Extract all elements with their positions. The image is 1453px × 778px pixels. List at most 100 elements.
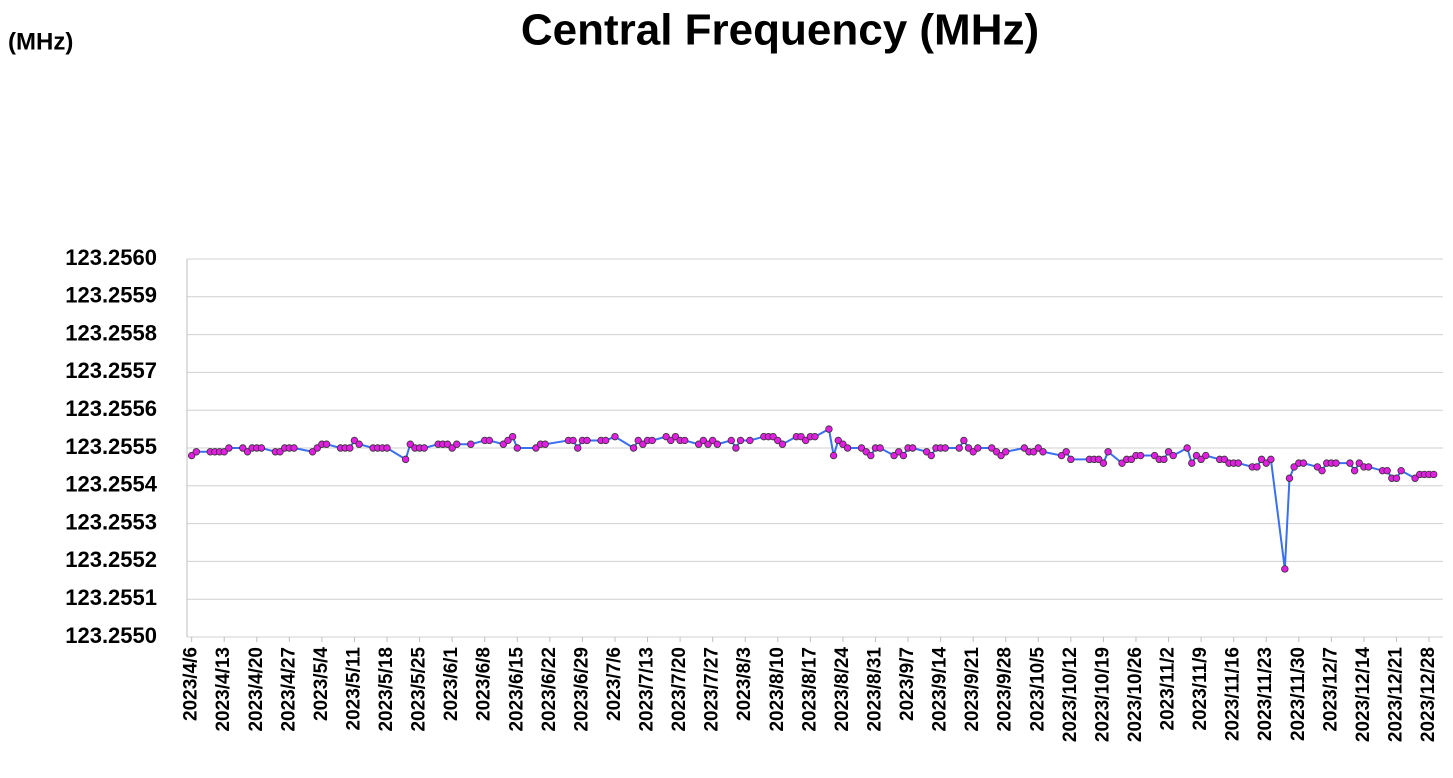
data-point (713, 440, 722, 448)
data-point (1104, 448, 1112, 456)
data-point (1183, 444, 1191, 452)
x-tick-label: 2023/8/31 (864, 647, 885, 732)
data-point (322, 440, 331, 448)
data-point (1202, 451, 1210, 460)
data-point (876, 444, 884, 452)
x-tick-label: 2023/5/18 (376, 647, 397, 732)
x-tick-label: 2023/10/12 (1060, 647, 1081, 742)
data-point (611, 432, 619, 441)
data-point (1350, 466, 1359, 475)
data-point (569, 436, 577, 445)
y-tick-label: 123.2560 (65, 245, 157, 270)
data-point (1160, 455, 1168, 464)
data-point (467, 440, 475, 448)
x-tick-label: 2023/6/15 (506, 647, 527, 732)
x-tick-label: 2023/10/19 (1092, 647, 1113, 742)
data-point (736, 436, 745, 445)
x-tick-label: 2023/12/7 (1320, 647, 1341, 732)
x-tick-label: 2023/11/9 (1190, 647, 1211, 730)
data-point (513, 444, 521, 452)
data-point (1136, 451, 1145, 460)
data-point (574, 444, 582, 452)
x-tick-label: 2023/4/13 (213, 647, 234, 732)
x-tick-label: 2023/9/28 (995, 647, 1016, 732)
x-tick-label: 2023/8/24 (832, 647, 853, 732)
data-point (727, 436, 735, 445)
y-tick-label: 123.2559 (65, 283, 157, 308)
y-tick-label: 123.2551 (65, 585, 157, 610)
data-point (583, 436, 591, 445)
x-tick-label: 2023/11/16 (1223, 647, 1244, 741)
data-point (955, 444, 963, 452)
x-tick-label: 2023/4/27 (278, 647, 299, 732)
data-point (1188, 459, 1196, 467)
data-point (843, 444, 852, 452)
data-point (1002, 448, 1010, 456)
y-tick-label: 123.2553 (65, 509, 157, 534)
x-tick-label: 2023/9/14 (930, 647, 951, 732)
y-axis-label: (MHz) (8, 28, 73, 55)
x-tick-label: 2023/12/14 (1353, 647, 1374, 743)
x-tick-label: 2023/6/29 (571, 647, 592, 732)
data-point (908, 444, 917, 452)
data-point (420, 444, 428, 452)
data-point (681, 436, 689, 445)
x-tick-label: 2023/11/30 (1288, 647, 1309, 741)
data-point (1062, 448, 1070, 456)
x-tick-label: 2023/5/4 (311, 647, 332, 721)
x-tick-label: 2023/8/3 (734, 647, 755, 721)
x-tick-label: 2023/12/21 (1385, 647, 1406, 743)
y-tick-label: 123.2556 (65, 396, 157, 421)
x-tick-label: 2023/8/17 (799, 647, 820, 732)
data-point (1332, 459, 1340, 467)
data-point (927, 451, 935, 460)
data-point (541, 440, 549, 448)
data-point (383, 444, 391, 452)
data-point (829, 451, 838, 460)
data-point (960, 436, 968, 445)
data-point (1169, 451, 1177, 460)
data-point (899, 451, 908, 460)
x-tick-label: 2023/6/22 (539, 647, 560, 732)
data-point (1383, 466, 1391, 475)
data-point (401, 455, 410, 464)
y-tick-label: 123.2552 (65, 547, 157, 572)
x-tick-label: 2023/12/28 (1418, 647, 1439, 742)
data-point (508, 432, 517, 441)
data-point (811, 432, 819, 441)
data-point (867, 451, 875, 460)
x-tick-label: 2023/7/20 (669, 647, 690, 732)
data-point (1067, 455, 1075, 464)
data-point (1346, 459, 1354, 467)
data-point (290, 444, 298, 452)
x-tick-label: 2023/8/10 (767, 647, 788, 732)
data-point (453, 440, 461, 448)
data-point (1281, 565, 1289, 573)
x-tick-label: 2023/9/21 (962, 647, 983, 732)
data-point (746, 436, 754, 445)
x-tick-label: 2023/5/11 (343, 647, 364, 731)
x-tick-label: 2023/7/13 (637, 647, 658, 732)
x-tick-label: 2023/4/6 (181, 647, 202, 721)
data-point (778, 440, 787, 448)
data-point (257, 444, 266, 452)
data-point (1267, 455, 1275, 464)
data-point (732, 444, 740, 452)
x-tick-label: 2023/6/8 (474, 647, 495, 721)
y-tick-label: 123.2550 (65, 623, 157, 648)
data-point (1364, 463, 1373, 471)
x-tick-label: 2023/5/25 (409, 647, 430, 732)
data-point (825, 425, 833, 433)
data-point (1099, 459, 1108, 467)
y-tick-label: 123.2554 (65, 472, 158, 497)
data-point (225, 444, 233, 452)
data-point (941, 444, 949, 452)
data-point (1392, 474, 1401, 482)
data-point (601, 436, 610, 445)
data-point (1253, 463, 1261, 471)
x-tick-label: 2023/7/6 (604, 647, 625, 721)
data-point (1318, 466, 1326, 475)
x-tick-label: 2023/11/2 (1158, 647, 1179, 730)
data-point (355, 440, 363, 448)
